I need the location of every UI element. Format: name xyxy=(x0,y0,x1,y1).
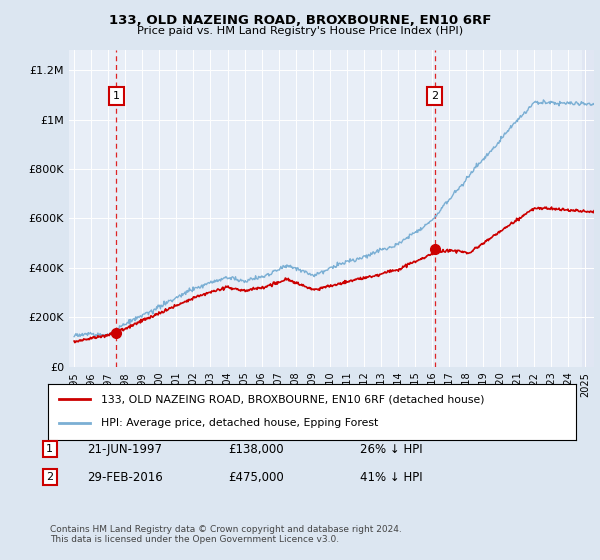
Text: 133, OLD NAZEING ROAD, BROXBOURNE, EN10 6RF: 133, OLD NAZEING ROAD, BROXBOURNE, EN10 … xyxy=(109,14,491,27)
Text: HPI: Average price, detached house, Epping Forest: HPI: Average price, detached house, Eppi… xyxy=(101,418,378,428)
Text: 1: 1 xyxy=(46,444,53,454)
Text: 41% ↓ HPI: 41% ↓ HPI xyxy=(360,470,422,484)
Text: 1: 1 xyxy=(113,91,120,101)
Text: 2: 2 xyxy=(46,472,53,482)
Text: Contains HM Land Registry data © Crown copyright and database right 2024.
This d: Contains HM Land Registry data © Crown c… xyxy=(50,525,401,544)
Polygon shape xyxy=(582,50,594,367)
Text: 133, OLD NAZEING ROAD, BROXBOURNE, EN10 6RF (detached house): 133, OLD NAZEING ROAD, BROXBOURNE, EN10 … xyxy=(101,394,484,404)
Text: 26% ↓ HPI: 26% ↓ HPI xyxy=(360,442,422,456)
Text: 29-FEB-2016: 29-FEB-2016 xyxy=(87,470,163,484)
Text: £138,000: £138,000 xyxy=(228,442,284,456)
Text: 2: 2 xyxy=(431,91,439,101)
Text: 21-JUN-1997: 21-JUN-1997 xyxy=(87,442,162,456)
Text: Price paid vs. HM Land Registry's House Price Index (HPI): Price paid vs. HM Land Registry's House … xyxy=(137,26,463,36)
Text: £475,000: £475,000 xyxy=(228,470,284,484)
